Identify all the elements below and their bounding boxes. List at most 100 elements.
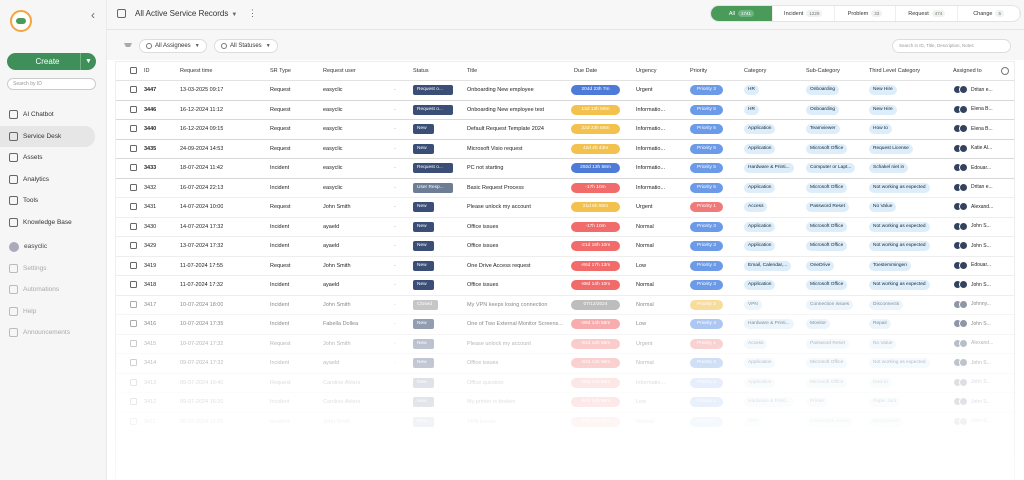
sidebar-item-tools[interactable]: Tools — [0, 190, 107, 212]
column-header-sub-category[interactable]: Sub-Category — [806, 68, 840, 74]
user-dropdown-icon[interactable]: ⌄ — [393, 125, 397, 130]
statuses-filter[interactable]: All Statuses ▼ — [214, 39, 278, 53]
sidebar-item-knowledge-base[interactable]: Knowledge Base — [0, 212, 107, 234]
assignee[interactable]: Edouar... — [953, 260, 991, 270]
user-dropdown-icon[interactable]: ⌄ — [393, 183, 397, 189]
table-row[interactable]: 3435 24-09-2024 14:53 Request easyclic ⌄ New M… — [116, 140, 1014, 159]
column-header-title[interactable]: Title — [467, 68, 478, 74]
sidebar-item-analytics[interactable]: Analytics — [0, 169, 107, 191]
column-header-third-level-category[interactable]: Third Level Category — [869, 68, 921, 74]
table-row[interactable]: 3433 18-07-2024 11:42 Incident easyclic ⌄ Req… — [116, 159, 1014, 179]
table-row[interactable]: 3431 14-07-2024 10:00 Request John Smith ⌄ Ne… — [116, 198, 1014, 218]
home-icon[interactable] — [117, 9, 126, 18]
create-button[interactable]: Create ▼ — [7, 53, 96, 70]
assignee[interactable]: Edouar... — [953, 163, 991, 172]
assignee[interactable]: John S... — [953, 221, 991, 231]
row-checkbox[interactable] — [130, 281, 137, 288]
table-row[interactable]: 3429 13-07-2024 17:32 Incident ayaeld ⌄ New Of… — [116, 237, 1014, 257]
user-dropdown-icon[interactable]: ⌄ — [393, 144, 397, 150]
row-checkbox[interactable] — [130, 164, 137, 171]
row-checkbox[interactable] — [130, 222, 137, 230]
row-checkbox[interactable] — [130, 242, 137, 249]
row-checkbox[interactable] — [130, 261, 137, 269]
table-row[interactable]: 3417 10-07-2024 18:00 Incident John Smith ⌄ C… — [116, 296, 1014, 315]
column-header-request-time[interactable]: Request time — [180, 68, 213, 74]
row-checkbox[interactable] — [130, 125, 137, 132]
assignee[interactable]: Alexand... — [953, 202, 993, 211]
status-badge[interactable]: New — [413, 124, 434, 134]
table-row[interactable]: 3447 13-03-2025 09:17 Request easyclic ⌄ Requ… — [116, 81, 1014, 101]
row-checkbox[interactable] — [130, 144, 137, 152]
sidebar-item-automations[interactable]: Automations — [0, 279, 107, 301]
table-row[interactable]: 3419 11-07-2024 17:55 Request John Smith ⌄ Ne… — [116, 257, 1014, 276]
row-checkbox[interactable] — [130, 105, 137, 113]
sidebar-item-announcements[interactable]: Announcements — [0, 322, 107, 344]
user-dropdown-icon[interactable]: ⌄ — [393, 261, 397, 267]
column-header-sr-type[interactable]: SR Type — [270, 68, 291, 74]
column-settings-icon[interactable] — [1001, 67, 1009, 75]
filter-icon[interactable] — [124, 43, 132, 49]
status-badge[interactable]: Request o... — [413, 163, 453, 173]
sidebar-item-assets[interactable]: Assets — [0, 147, 107, 169]
user-dropdown-icon[interactable]: ⌄ — [393, 320, 397, 325]
assignees-filter[interactable]: All Assignees ▼ — [139, 39, 207, 53]
column-header-id[interactable]: ID — [144, 68, 150, 74]
sidebar-item-help[interactable]: Help — [0, 301, 107, 323]
collapse-sidebar-icon[interactable]: ‹ — [91, 8, 95, 22]
user-dropdown-icon[interactable]: ⌄ — [393, 105, 397, 111]
sidebar-search-input[interactable]: Search by ID — [7, 78, 96, 90]
sidebar-item-settings[interactable]: Settings — [0, 258, 107, 280]
tab-all[interactable]: All 1741 — [711, 6, 773, 21]
column-header-request-user[interactable]: Request user — [323, 68, 356, 74]
table-row[interactable]: 3416 10-07-2024 17:35 Incident Fabella Doll… — [116, 315, 1014, 335]
assignee[interactable]: John S... — [953, 319, 991, 328]
status-badge[interactable]: New — [413, 241, 434, 251]
user-dropdown-icon[interactable]: ⌄ — [393, 164, 397, 169]
column-header-urgency[interactable]: Urgency — [636, 68, 657, 74]
assignee[interactable]: Johnny... — [953, 299, 991, 309]
assignee[interactable]: Elena B... — [953, 124, 993, 133]
column-header-priority[interactable]: Priority — [690, 68, 708, 74]
column-header-status[interactable]: Status — [413, 68, 429, 74]
assignee[interactable]: John S... — [953, 241, 991, 250]
table-row[interactable]: 3440 16-12-2024 09:15 Request easyclic ⌄ New D… — [116, 120, 1014, 140]
select-all-checkbox[interactable] — [130, 67, 137, 74]
user-dropdown-icon[interactable]: ⌄ — [393, 300, 397, 306]
table-row[interactable]: 3446 16-12-2024 11:12 Request easyclic ⌄ Requ… — [116, 101, 1014, 120]
column-header-category[interactable]: Category — [744, 68, 767, 74]
status-badge[interactable]: New — [413, 260, 434, 271]
status-badge[interactable]: New — [413, 221, 434, 232]
user-dropdown-icon[interactable]: ⌄ — [393, 86, 397, 91]
tab-request[interactable]: Request 474 — [896, 6, 959, 21]
table-row[interactable]: 3430 14-07-2024 17:32 Incident ayaeld ⌄ New Of… — [116, 218, 1014, 237]
status-badge[interactable]: New — [413, 143, 434, 154]
tab-incident[interactable]: Incident 1229 — [773, 6, 835, 21]
table-row[interactable]: 3432 16-07-2024 22:13 Incident easyclic ⌄ Use… — [116, 179, 1014, 198]
assignee[interactable]: Elena B... — [953, 104, 993, 114]
user-dropdown-icon[interactable]: ⌄ — [393, 203, 397, 208]
assignee[interactable]: Katie Al... — [953, 143, 992, 153]
status-badge[interactable]: Closed — [413, 299, 438, 310]
column-header-due-date[interactable]: Due Date — [574, 68, 598, 74]
table-row[interactable]: 3418 11-07-2024 17:32 Incident ayaeld ⌄ New Of… — [116, 276, 1014, 296]
row-checkbox[interactable] — [130, 183, 137, 191]
row-checkbox[interactable] — [130, 320, 137, 327]
records-search-input[interactable]: Search in ID, Title, Description, Notes — [892, 39, 1011, 53]
status-badge[interactable]: New — [413, 280, 434, 290]
page-title[interactable]: All Active Service Records ▼ — [135, 9, 237, 18]
user-dropdown-icon[interactable]: ⌄ — [393, 222, 397, 228]
tab-problem[interactable]: Problem 33 — [835, 6, 897, 21]
more-options-icon[interactable]: ⋮ — [248, 8, 257, 18]
assignee[interactable]: Dritan e... — [953, 85, 993, 94]
row-checkbox[interactable] — [130, 203, 137, 210]
tab-change[interactable]: Change 5 — [958, 6, 1020, 21]
sidebar-item-ai-chatbot[interactable]: AI Chatbot — [0, 104, 107, 126]
sidebar-user[interactable]: easyclic — [0, 236, 107, 258]
status-badge[interactable]: Request o... — [413, 104, 453, 115]
user-dropdown-icon[interactable]: ⌄ — [393, 281, 397, 286]
row-checkbox[interactable] — [130, 86, 137, 93]
row-checkbox[interactable] — [130, 300, 137, 308]
chevron-down-icon[interactable]: ▼ — [231, 12, 238, 18]
status-badge[interactable]: Request o... — [413, 85, 453, 95]
user-dropdown-icon[interactable]: ⌄ — [393, 242, 397, 247]
